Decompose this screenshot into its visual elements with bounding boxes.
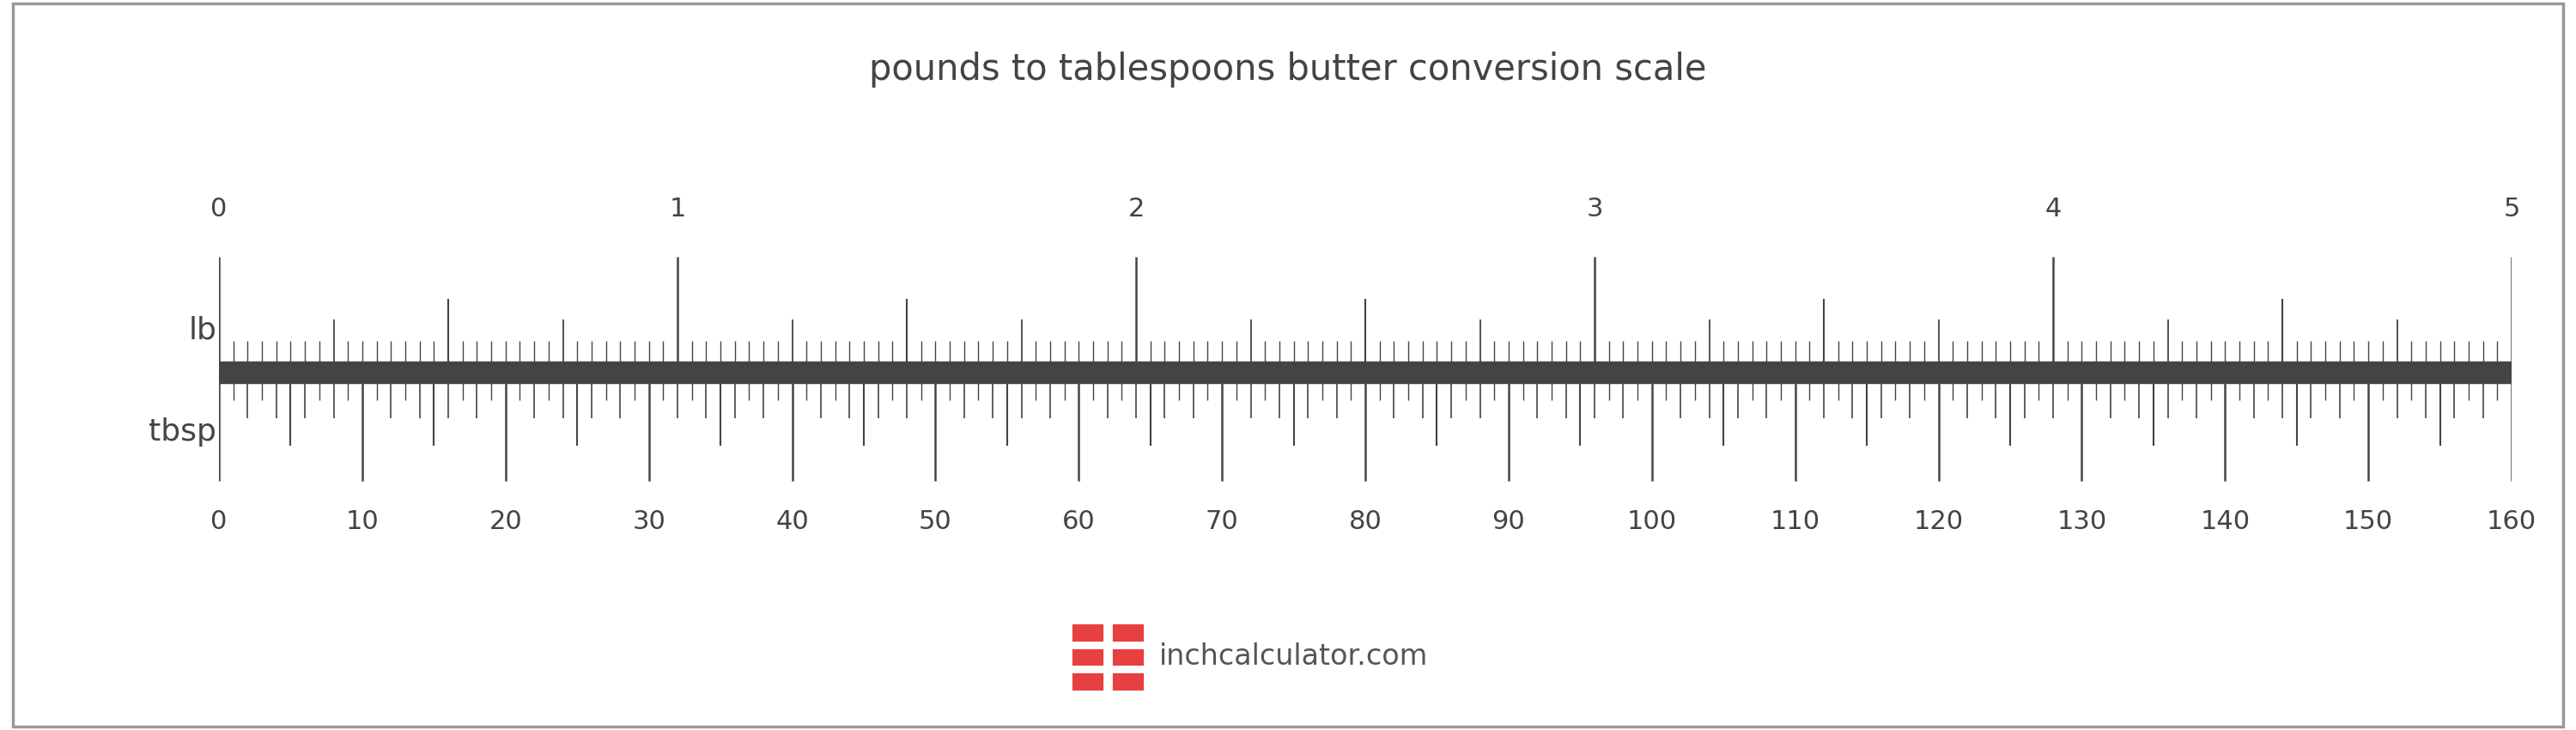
FancyBboxPatch shape <box>1072 623 1105 642</box>
Bar <box>219 362 2512 383</box>
Text: 0: 0 <box>211 196 227 222</box>
Text: 10: 10 <box>345 509 379 534</box>
Text: 0: 0 <box>211 509 227 534</box>
FancyBboxPatch shape <box>1072 672 1105 691</box>
Text: tbsp: tbsp <box>149 418 216 447</box>
Text: 30: 30 <box>631 509 665 534</box>
Text: 120: 120 <box>1914 509 1963 534</box>
Text: 110: 110 <box>1770 509 1821 534</box>
Text: 3: 3 <box>1587 196 1602 222</box>
Text: 90: 90 <box>1492 509 1525 534</box>
Text: 160: 160 <box>2486 509 2537 534</box>
Text: 1: 1 <box>670 196 685 222</box>
Text: pounds to tablespoons butter conversion scale: pounds to tablespoons butter conversion … <box>868 51 1708 87</box>
FancyBboxPatch shape <box>1072 647 1105 667</box>
Text: 140: 140 <box>2200 509 2249 534</box>
Text: 70: 70 <box>1206 509 1239 534</box>
Text: 5: 5 <box>2504 196 2519 222</box>
Text: 80: 80 <box>1350 509 1381 534</box>
Text: 50: 50 <box>920 509 953 534</box>
Text: 40: 40 <box>775 509 809 534</box>
Text: 2: 2 <box>1128 196 1144 222</box>
Text: inchcalculator.com: inchcalculator.com <box>1159 643 1427 671</box>
Text: 130: 130 <box>2056 509 2107 534</box>
Text: lb: lb <box>188 315 216 345</box>
Text: 100: 100 <box>1628 509 1677 534</box>
Text: 4: 4 <box>2045 196 2061 222</box>
Text: 150: 150 <box>2344 509 2393 534</box>
FancyBboxPatch shape <box>1110 672 1144 691</box>
Text: 20: 20 <box>489 509 523 534</box>
FancyBboxPatch shape <box>1110 647 1144 667</box>
FancyBboxPatch shape <box>1110 623 1144 642</box>
Text: 60: 60 <box>1061 509 1095 534</box>
